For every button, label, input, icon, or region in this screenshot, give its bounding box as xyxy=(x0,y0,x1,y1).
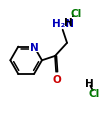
Text: H₂N: H₂N xyxy=(52,19,74,29)
Text: N: N xyxy=(30,42,38,52)
Text: H: H xyxy=(64,18,73,28)
Text: Cl: Cl xyxy=(88,88,99,98)
Text: O: O xyxy=(52,75,61,84)
Text: Cl: Cl xyxy=(71,9,82,19)
Text: H: H xyxy=(85,78,94,88)
